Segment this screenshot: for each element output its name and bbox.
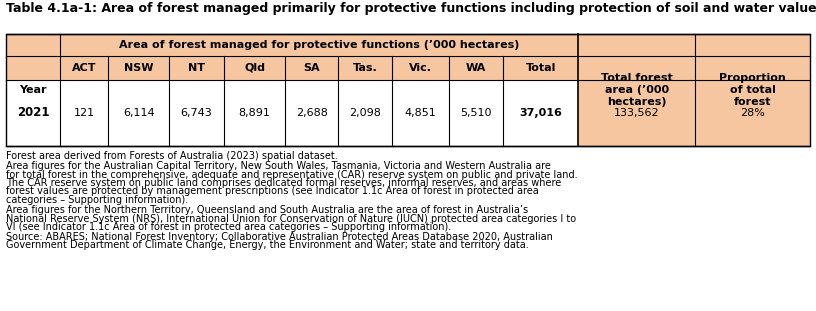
- Text: Total: Total: [526, 63, 556, 73]
- Bar: [578, 34, 810, 146]
- Bar: [6, 34, 810, 80]
- Text: 37,016: 37,016: [519, 108, 562, 118]
- Text: VI (see Indicator 1.1c Area of forest in protected area categories – Supporting : VI (see Indicator 1.1c Area of forest in…: [6, 222, 451, 232]
- Text: Area of forest managed for protective functions (’000 hectares): Area of forest managed for protective fu…: [119, 40, 519, 50]
- Text: for total forest in the comprehensive, adequate and representative (CAR) reserve: for total forest in the comprehensive, a…: [6, 169, 578, 179]
- Text: 8,891: 8,891: [239, 108, 271, 118]
- Text: 5,510: 5,510: [460, 108, 492, 118]
- Bar: [6, 34, 810, 146]
- Text: 28%: 28%: [740, 108, 765, 118]
- Text: Table 4.1a-1: Area of forest managed primarily for protective functions includin: Table 4.1a-1: Area of forest managed pri…: [6, 2, 816, 15]
- Text: forest values are protected by management prescriptions (see Indicator 1.1c Area: forest values are protected by managemen…: [6, 187, 539, 197]
- Text: Proportion
of total
forest: Proportion of total forest: [719, 73, 786, 107]
- Text: WA: WA: [466, 63, 486, 73]
- Bar: [6, 80, 578, 146]
- Text: Qld: Qld: [244, 63, 265, 73]
- Text: The CAR reserve system on public land comprises dedicated formal reserves, infor: The CAR reserve system on public land co…: [6, 178, 561, 188]
- Text: 6,743: 6,743: [180, 108, 212, 118]
- Text: 121: 121: [73, 108, 95, 118]
- Text: SA: SA: [304, 63, 321, 73]
- Text: Area figures for the Northern Territory, Queensland and South Australia are the : Area figures for the Northern Territory,…: [6, 205, 528, 215]
- Text: NSW: NSW: [124, 63, 153, 73]
- Text: categories – Supporting information).: categories – Supporting information).: [6, 195, 188, 205]
- Text: Source: ABARES; National Forest Inventory; Collaborative Australian Protected Ar: Source: ABARES; National Forest Inventor…: [6, 232, 553, 242]
- Text: 4,851: 4,851: [404, 108, 436, 118]
- Text: 2,098: 2,098: [349, 108, 381, 118]
- Text: Area figures for the Australian Capital Territory, New South Wales, Tasmania, Vi: Area figures for the Australian Capital …: [6, 161, 551, 171]
- Text: Year: Year: [20, 85, 47, 95]
- Text: Tas.: Tas.: [353, 63, 377, 73]
- Text: 2021: 2021: [17, 106, 50, 119]
- Text: 133,562: 133,562: [614, 108, 659, 118]
- Text: Government Department of Climate Change, Energy, the Environment and Water; stat: Government Department of Climate Change,…: [6, 240, 529, 250]
- Text: Vic.: Vic.: [409, 63, 432, 73]
- Text: NT: NT: [188, 63, 205, 73]
- Text: ACT: ACT: [72, 63, 96, 73]
- Text: Forest area derived from Forests of Australia (2023) spatial dataset.: Forest area derived from Forests of Aust…: [6, 151, 338, 161]
- Text: National Reserve System (NRS), International Union for Conservation of Nature (I: National Reserve System (NRS), Internati…: [6, 213, 576, 224]
- Text: 6,114: 6,114: [122, 108, 154, 118]
- Text: 2,688: 2,688: [296, 108, 328, 118]
- Text: Total forest
area (’000
hectares): Total forest area (’000 hectares): [601, 73, 672, 107]
